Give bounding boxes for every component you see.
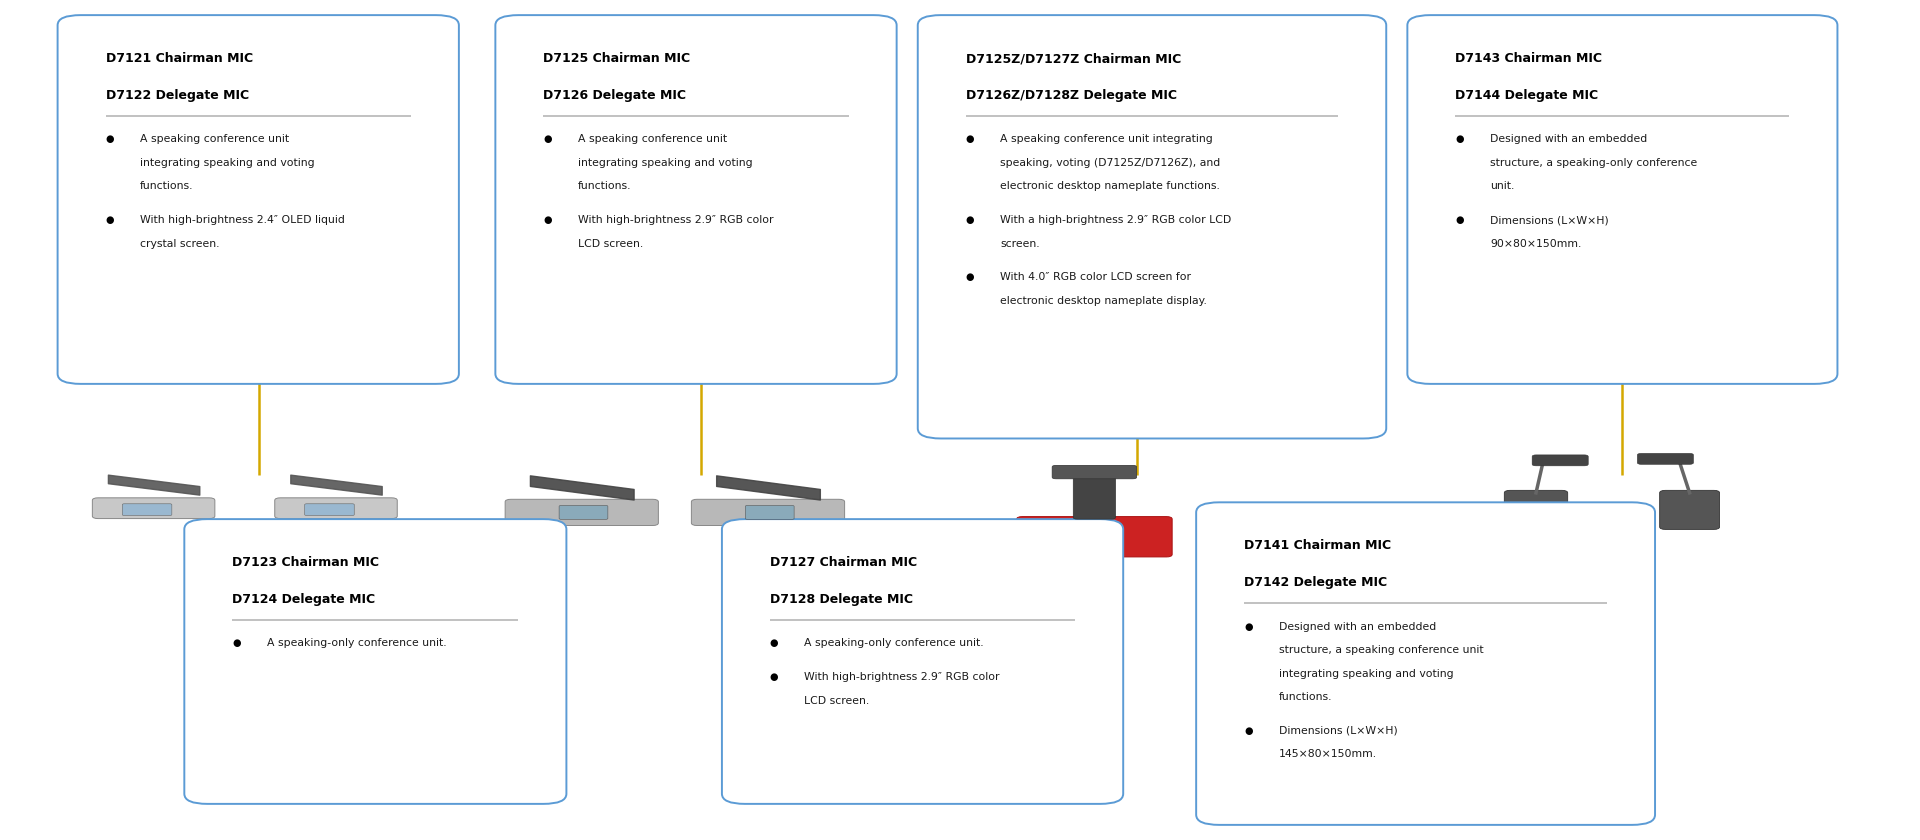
Text: unit.: unit. xyxy=(1490,181,1515,192)
FancyBboxPatch shape xyxy=(722,519,1123,804)
Text: A speaking conference unit: A speaking conference unit xyxy=(140,134,290,144)
Text: ●: ● xyxy=(966,215,973,225)
Text: electronic desktop nameplate functions.: electronic desktop nameplate functions. xyxy=(1000,181,1221,192)
FancyBboxPatch shape xyxy=(1638,454,1693,465)
Text: D7143 Chairman MIC: D7143 Chairman MIC xyxy=(1455,52,1603,65)
FancyBboxPatch shape xyxy=(691,499,845,526)
Text: electronic desktop nameplate display.: electronic desktop nameplate display. xyxy=(1000,296,1208,306)
Text: D7124 Delegate MIC: D7124 Delegate MIC xyxy=(232,593,376,606)
Text: ●: ● xyxy=(770,672,778,682)
Text: A speaking-only conference unit.: A speaking-only conference unit. xyxy=(267,638,447,648)
FancyBboxPatch shape xyxy=(58,15,459,384)
Text: ●: ● xyxy=(106,215,113,225)
Text: D7125 Chairman MIC: D7125 Chairman MIC xyxy=(543,52,691,65)
FancyBboxPatch shape xyxy=(123,504,173,516)
Text: LCD screen.: LCD screen. xyxy=(578,239,643,249)
FancyBboxPatch shape xyxy=(918,15,1386,438)
Text: ●: ● xyxy=(966,272,973,282)
FancyBboxPatch shape xyxy=(745,506,795,519)
Text: crystal screen.: crystal screen. xyxy=(140,239,219,249)
Text: D7144 Delegate MIC: D7144 Delegate MIC xyxy=(1455,89,1599,102)
Text: D7127 Chairman MIC: D7127 Chairman MIC xyxy=(770,556,918,569)
FancyBboxPatch shape xyxy=(92,498,215,518)
FancyBboxPatch shape xyxy=(1073,475,1116,519)
Text: Dimensions (L×W×H): Dimensions (L×W×H) xyxy=(1279,726,1398,736)
Text: ●: ● xyxy=(770,638,778,648)
Text: With high-brightness 2.9″ RGB color: With high-brightness 2.9″ RGB color xyxy=(804,672,1000,682)
Text: Dimensions (L×W×H): Dimensions (L×W×H) xyxy=(1490,215,1609,225)
Text: With 4.0″ RGB color LCD screen for: With 4.0″ RGB color LCD screen for xyxy=(1000,272,1190,282)
Text: screen.: screen. xyxy=(1000,239,1041,249)
Text: D7126 Delegate MIC: D7126 Delegate MIC xyxy=(543,89,685,102)
Text: With high-brightness 2.4″ OLED liquid: With high-brightness 2.4″ OLED liquid xyxy=(140,215,346,225)
Text: A speaking conference unit integrating: A speaking conference unit integrating xyxy=(1000,134,1213,144)
FancyBboxPatch shape xyxy=(1018,517,1171,557)
Text: D7141 Chairman MIC: D7141 Chairman MIC xyxy=(1244,539,1392,552)
Text: ●: ● xyxy=(543,215,551,225)
Text: integrating speaking and voting: integrating speaking and voting xyxy=(1279,669,1453,679)
Text: integrating speaking and voting: integrating speaking and voting xyxy=(578,158,753,168)
Text: ●: ● xyxy=(543,134,551,144)
Text: 90×80×150mm.: 90×80×150mm. xyxy=(1490,239,1582,249)
Text: 145×80×150mm.: 145×80×150mm. xyxy=(1279,749,1377,759)
Text: LCD screen.: LCD screen. xyxy=(804,696,870,706)
Text: functions.: functions. xyxy=(578,181,632,192)
Text: D7142 Delegate MIC: D7142 Delegate MIC xyxy=(1244,576,1388,589)
Text: D7126Z/D7128Z Delegate MIC: D7126Z/D7128Z Delegate MIC xyxy=(966,89,1177,102)
FancyBboxPatch shape xyxy=(1407,15,1837,384)
Text: Designed with an embedded: Designed with an embedded xyxy=(1490,134,1647,144)
FancyBboxPatch shape xyxy=(505,499,659,526)
FancyBboxPatch shape xyxy=(1532,455,1588,466)
Text: ●: ● xyxy=(1455,215,1463,225)
Text: structure, a speaking-only conference: structure, a speaking-only conference xyxy=(1490,158,1697,168)
FancyBboxPatch shape xyxy=(184,519,566,804)
Text: D7123 Chairman MIC: D7123 Chairman MIC xyxy=(232,556,380,569)
FancyBboxPatch shape xyxy=(275,498,397,518)
Text: ●: ● xyxy=(232,638,240,648)
Text: structure, a speaking conference unit: structure, a speaking conference unit xyxy=(1279,645,1484,655)
FancyBboxPatch shape xyxy=(495,15,897,384)
Text: ●: ● xyxy=(106,134,113,144)
FancyBboxPatch shape xyxy=(305,504,353,516)
Text: D7125Z/D7127Z Chairman MIC: D7125Z/D7127Z Chairman MIC xyxy=(966,52,1181,65)
Text: functions.: functions. xyxy=(1279,692,1332,702)
Text: functions.: functions. xyxy=(140,181,194,192)
FancyBboxPatch shape xyxy=(1505,491,1569,529)
Text: A speaking conference unit: A speaking conference unit xyxy=(578,134,728,144)
FancyBboxPatch shape xyxy=(559,506,609,519)
Text: ●: ● xyxy=(966,134,973,144)
Text: D7128 Delegate MIC: D7128 Delegate MIC xyxy=(770,593,912,606)
Text: With a high-brightness 2.9″ RGB color LCD: With a high-brightness 2.9″ RGB color LC… xyxy=(1000,215,1231,225)
Text: Name: Name xyxy=(1079,534,1110,543)
Text: ●: ● xyxy=(1455,134,1463,144)
Text: Designed with an embedded: Designed with an embedded xyxy=(1279,622,1436,632)
Text: A speaking-only conference unit.: A speaking-only conference unit. xyxy=(804,638,985,648)
Text: D7121 Chairman MIC: D7121 Chairman MIC xyxy=(106,52,253,65)
Text: D7122 Delegate MIC: D7122 Delegate MIC xyxy=(106,89,250,102)
Text: With high-brightness 2.9″ RGB color: With high-brightness 2.9″ RGB color xyxy=(578,215,774,225)
FancyBboxPatch shape xyxy=(1196,502,1655,825)
FancyBboxPatch shape xyxy=(1052,465,1137,479)
FancyBboxPatch shape xyxy=(1659,491,1720,529)
Text: ●: ● xyxy=(1244,726,1252,736)
Text: ●: ● xyxy=(1244,622,1252,632)
Text: integrating speaking and voting: integrating speaking and voting xyxy=(140,158,315,168)
Text: speaking, voting (D7125Z/D7126Z), and: speaking, voting (D7125Z/D7126Z), and xyxy=(1000,158,1221,168)
